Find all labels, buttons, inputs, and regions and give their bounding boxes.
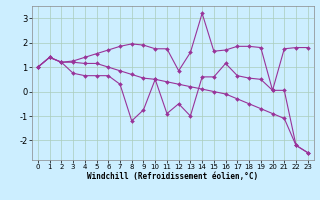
X-axis label: Windchill (Refroidissement éolien,°C): Windchill (Refroidissement éolien,°C) bbox=[87, 172, 258, 181]
